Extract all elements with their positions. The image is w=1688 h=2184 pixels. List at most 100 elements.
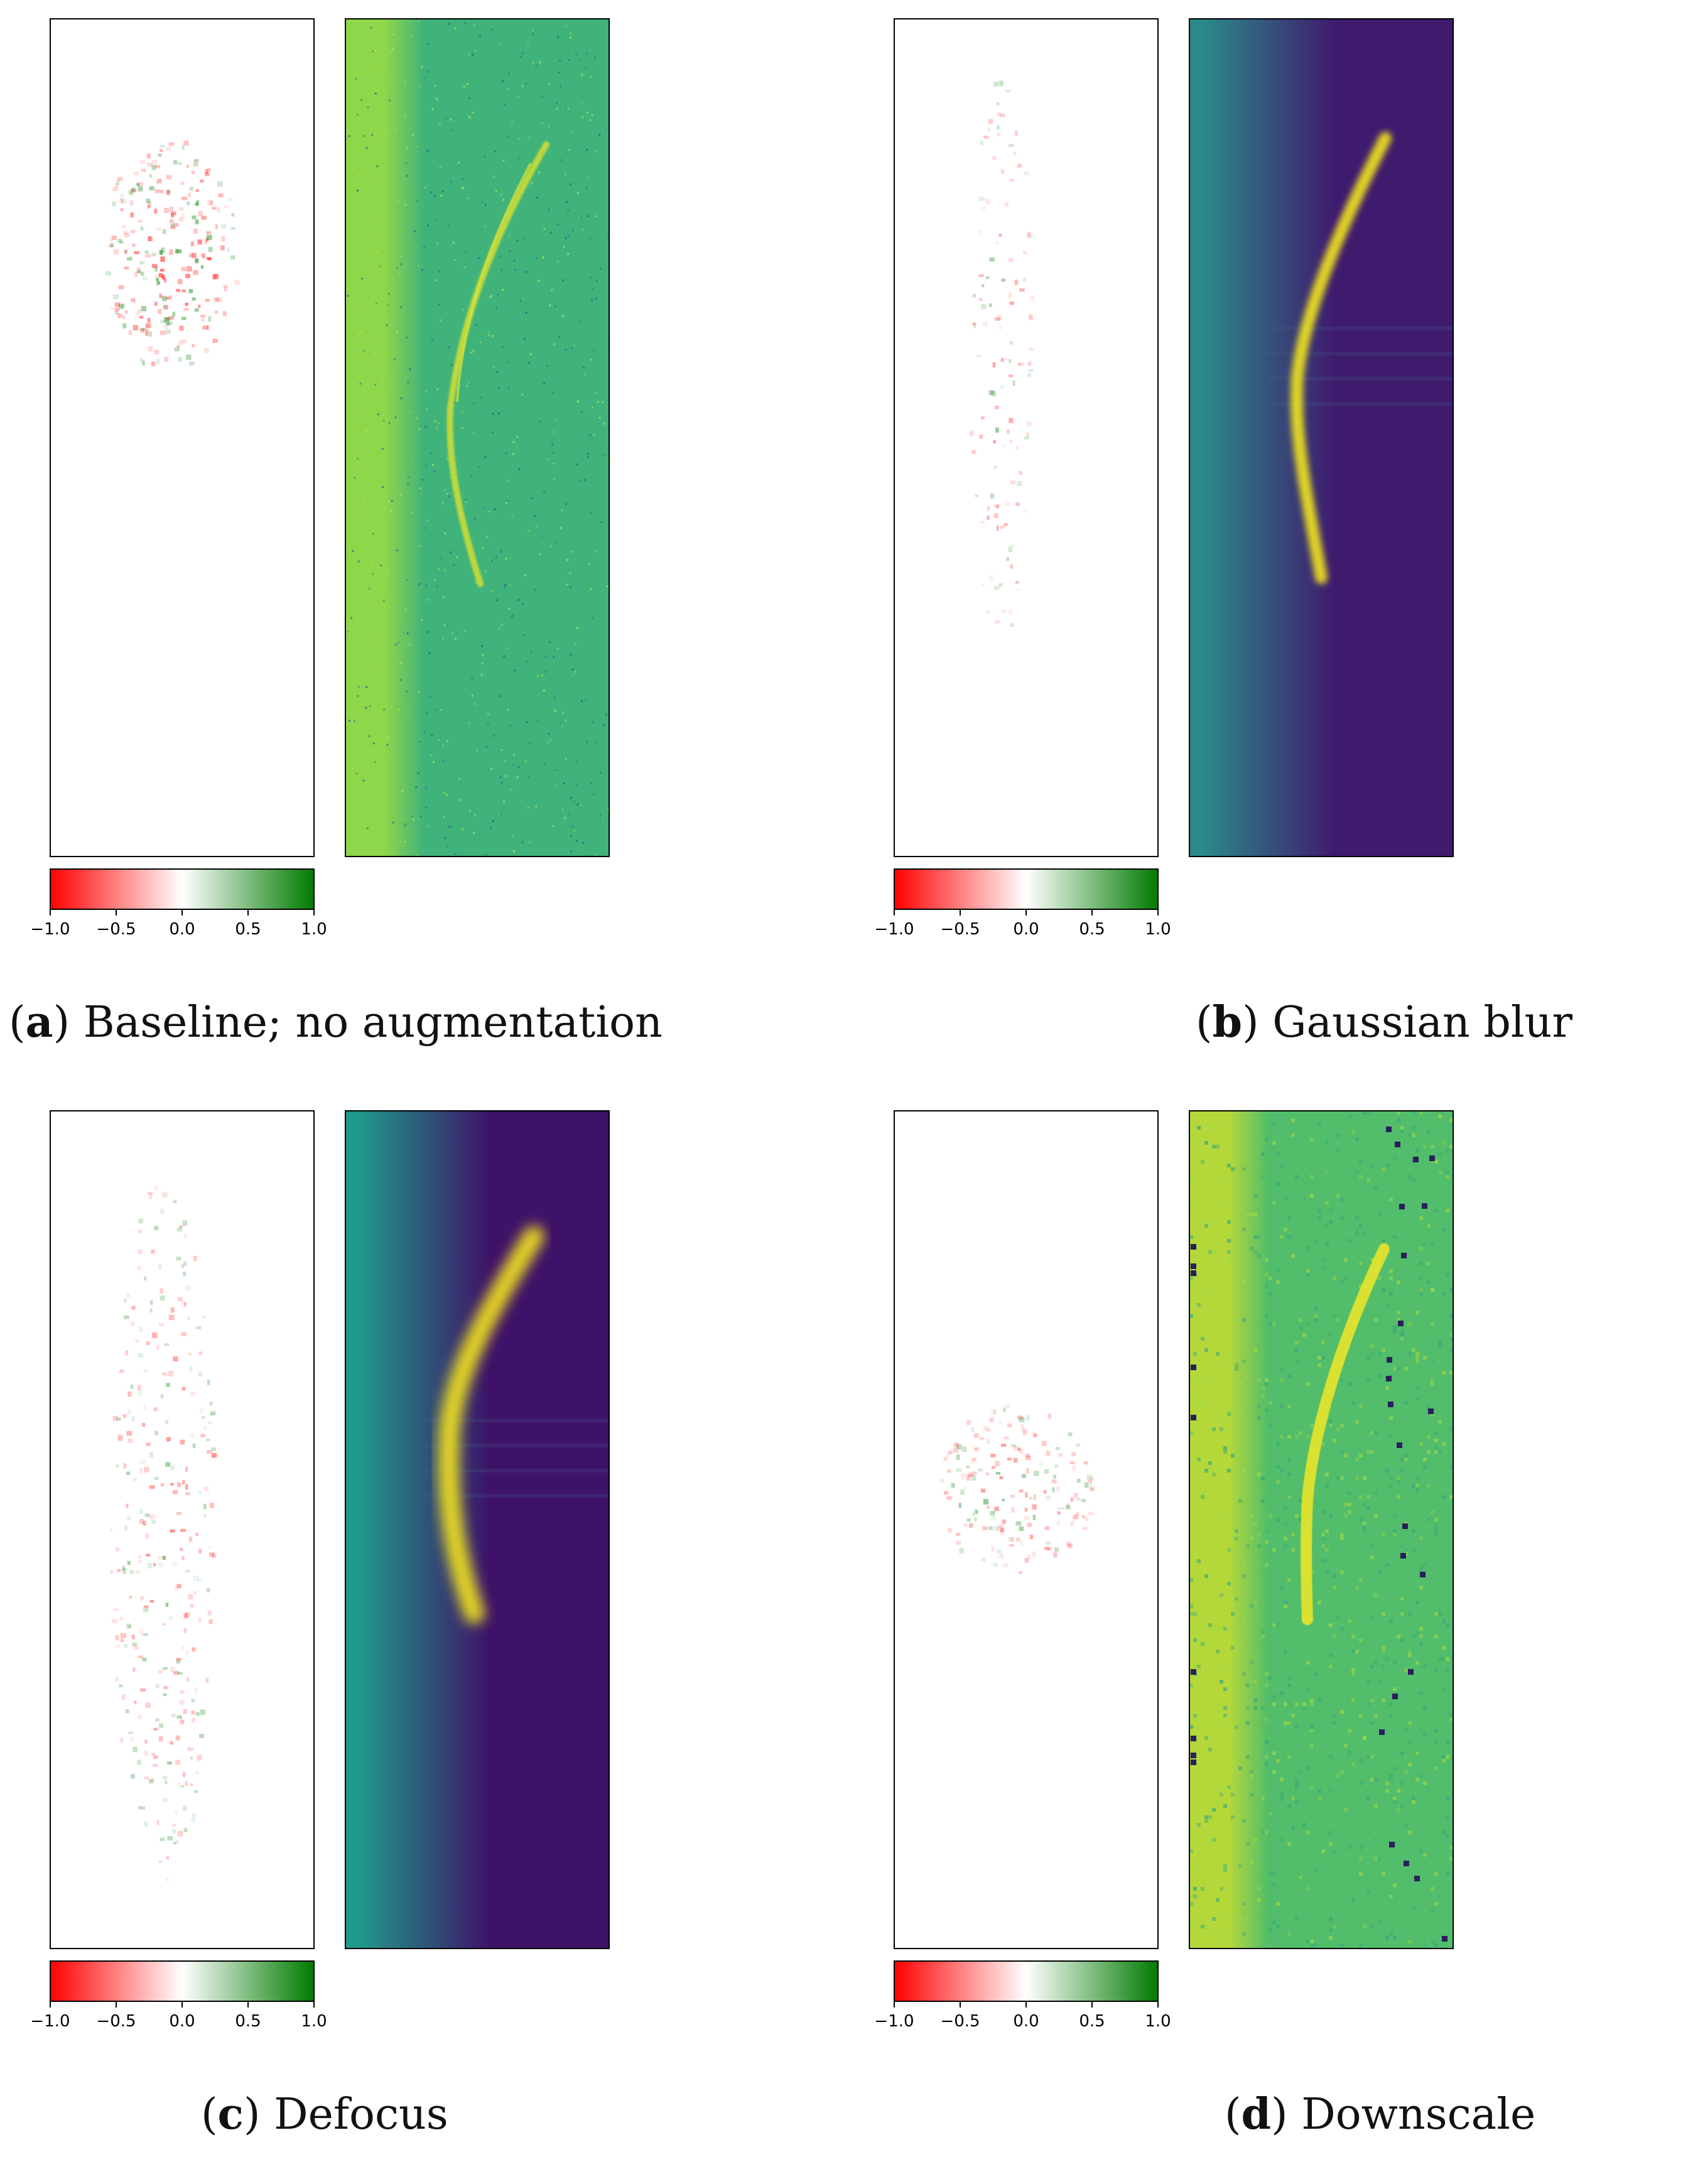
noise-speck	[454, 637, 457, 640]
saliency-cell	[152, 1333, 158, 1338]
saliency-cell	[147, 318, 151, 323]
noise-speck	[371, 573, 374, 575]
noise-speck	[440, 195, 443, 197]
noise-speck	[444, 837, 446, 840]
dark-pixel	[1386, 1127, 1392, 1132]
pixel-block	[1431, 1360, 1434, 1363]
noise-speck	[387, 758, 390, 760]
pixel-block	[1325, 1548, 1329, 1552]
saliency-cell	[127, 1560, 131, 1565]
pixel-block	[1340, 1450, 1344, 1454]
noise-speck	[355, 77, 357, 80]
noise-speck	[357, 560, 360, 563]
saliency-cell	[185, 1285, 191, 1290]
saliency-cell	[154, 1477, 159, 1480]
saliency-cell	[183, 1613, 188, 1619]
saliency-cell	[162, 1775, 168, 1780]
pixel-block	[1434, 1612, 1438, 1616]
saliency-cell	[123, 1414, 126, 1419]
pixel-block	[1216, 1650, 1220, 1653]
noise-speck	[484, 203, 487, 206]
pixel-block	[1265, 1378, 1269, 1382]
noise-speck	[592, 349, 595, 351]
noise-speck	[516, 776, 519, 779]
noise-speck	[542, 256, 544, 259]
saliency-cell	[145, 1702, 151, 1708]
dark-pixel	[1397, 1442, 1402, 1448]
saliency-cell	[1002, 1498, 1005, 1501]
saliency-cell	[157, 178, 162, 183]
saliency-cell	[139, 261, 145, 265]
saliency-cell	[946, 1496, 952, 1500]
noise-speck	[530, 651, 533, 653]
saliency-cell	[155, 181, 159, 185]
pixel-block	[1257, 1544, 1261, 1548]
pixel-block	[1242, 1902, 1246, 1906]
saliency-cell	[170, 1307, 175, 1313]
image-b	[1189, 18, 1454, 857]
noise-speck	[443, 624, 446, 627]
pixel-block	[1408, 1133, 1412, 1137]
pixel-block	[1265, 1563, 1269, 1567]
noise-speck	[389, 99, 391, 102]
noise-speck	[552, 824, 555, 827]
saliency-cell	[183, 1261, 187, 1266]
saliency-cell	[1051, 1479, 1057, 1483]
saliency-cell	[1017, 481, 1022, 486]
saliency-cell	[134, 171, 139, 176]
pixel-block	[1389, 1476, 1393, 1480]
saliency-cell	[193, 160, 198, 166]
noise-speck	[587, 176, 590, 179]
pixel-block	[1333, 1635, 1336, 1638]
noise-speck	[490, 767, 493, 770]
pixel-block	[1321, 1442, 1325, 1446]
pixel-block	[1287, 1842, 1291, 1846]
saliency-cell	[133, 298, 136, 304]
saliency-cell	[227, 198, 233, 202]
noise-speck	[556, 107, 558, 110]
pixel-block	[1287, 1721, 1291, 1725]
pixel-block	[1374, 1661, 1378, 1665]
noise-speck	[425, 806, 427, 809]
saliency-cell	[175, 1760, 181, 1765]
saliency-cell	[146, 153, 151, 159]
saliency-cell	[1024, 171, 1029, 176]
noise-speck	[527, 44, 529, 46]
noise-speck	[387, 500, 390, 502]
saliency-cell	[181, 144, 185, 150]
noise-speck	[352, 767, 354, 770]
pixel-block	[1242, 1574, 1246, 1578]
saliency-cell	[112, 201, 116, 207]
saliency-cell	[1015, 131, 1018, 136]
pixel-block	[1314, 1307, 1317, 1311]
pixel-block	[1242, 1318, 1246, 1322]
noise-speck	[409, 368, 411, 370]
saliency-cell	[108, 244, 114, 247]
colorbar-tick-label: −1.0	[30, 920, 70, 939]
saliency-cell	[992, 1510, 996, 1515]
saliency-cell	[160, 1295, 165, 1301]
noise-speck	[452, 241, 455, 244]
saliency-cell	[158, 1670, 163, 1674]
pixel-block	[1212, 1145, 1216, 1149]
noise-speck	[357, 333, 360, 335]
saliency-cell	[974, 1447, 979, 1451]
noise-speck	[505, 557, 507, 560]
saliency-cell	[998, 1523, 1005, 1528]
noise-speck	[543, 382, 545, 384]
pixel-block	[1431, 1145, 1434, 1149]
saliency-cell	[176, 1715, 182, 1719]
pixel-block	[1212, 1627, 1216, 1631]
dark-pixel	[1191, 1753, 1196, 1758]
saliency-cell	[195, 1533, 198, 1536]
pixel-block	[1393, 1661, 1397, 1665]
noise-speck	[446, 794, 448, 796]
noise-speck	[565, 108, 568, 111]
noise-speck	[506, 647, 509, 650]
noise-speck	[374, 760, 377, 763]
dark-pixel	[1442, 1936, 1447, 1942]
pixel-block	[1412, 1179, 1415, 1182]
noise-speck	[576, 401, 579, 403]
pixel-block	[1446, 1872, 1449, 1876]
saliency-cell	[951, 1483, 955, 1488]
